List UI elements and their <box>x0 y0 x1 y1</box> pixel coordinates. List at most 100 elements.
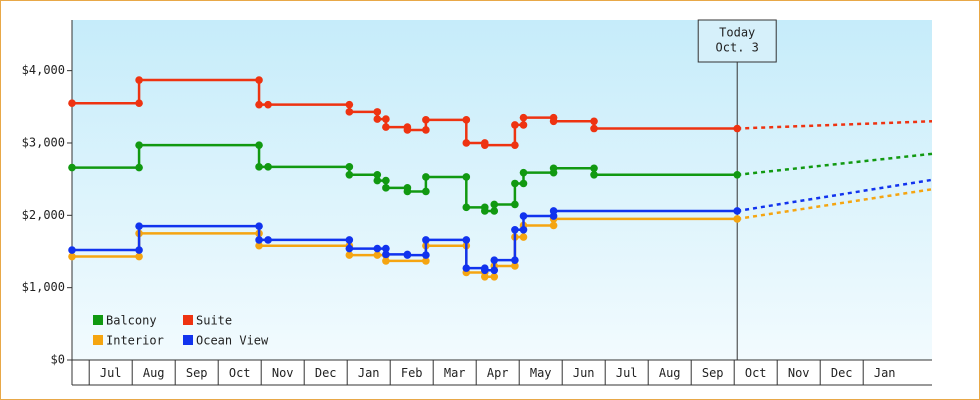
x-tick-label: Jul <box>100 366 122 380</box>
step-marker <box>373 171 382 179</box>
price-marker <box>382 250 390 259</box>
price-marker <box>733 207 742 215</box>
x-tick-label: Sep <box>702 366 724 380</box>
step-marker <box>519 179 528 188</box>
price-marker <box>68 163 76 172</box>
price-marker <box>382 184 390 192</box>
step-marker <box>255 141 263 149</box>
price-marker <box>733 171 742 179</box>
legend-swatch <box>93 335 103 345</box>
price-marker <box>68 246 76 254</box>
today-box <box>697 19 777 63</box>
x-tick-label: Dec <box>315 366 337 380</box>
price-marker <box>68 252 76 261</box>
legend-label: Balcony <box>106 314 157 328</box>
forecast-line <box>737 152 933 177</box>
step-marker <box>511 200 519 209</box>
x-tick-label: Mar <box>444 366 466 380</box>
step-marker <box>490 266 499 275</box>
step-marker <box>382 176 390 185</box>
price-marker <box>373 176 382 185</box>
forecast-line <box>737 178 933 213</box>
price-marker <box>382 123 390 131</box>
step-marker <box>373 108 382 116</box>
x-tick-label: Nov <box>272 366 294 380</box>
step-marker <box>490 273 499 281</box>
step-marker <box>382 115 390 123</box>
price-marker <box>590 124 598 133</box>
price-marker <box>462 203 471 212</box>
price-marker <box>481 207 489 215</box>
price-marker <box>481 141 489 149</box>
step-marker <box>345 163 354 171</box>
today-label: Today <box>719 26 755 40</box>
y-tick-label: $0 <box>51 353 65 367</box>
price-marker <box>462 139 471 147</box>
step-marker <box>422 257 430 265</box>
x-tick-label: Jan <box>358 366 380 380</box>
x-tick-label: Oct <box>229 366 251 380</box>
step-marker <box>511 262 519 270</box>
legend-swatch <box>183 315 193 325</box>
step-marker <box>135 252 143 261</box>
x-tick-label: Oct <box>745 366 767 380</box>
price-marker <box>481 266 489 275</box>
x-tick-label: Aug <box>659 366 681 380</box>
step-marker <box>511 256 519 264</box>
x-tick-label: Apr <box>487 366 509 380</box>
price-marker <box>264 236 272 244</box>
price-marker <box>481 273 489 281</box>
price-marker <box>345 108 354 116</box>
price-marker <box>373 251 382 259</box>
price-marker <box>511 225 519 234</box>
step-marker <box>255 222 263 230</box>
y-tick-label: $3,000 <box>22 135 65 149</box>
price-marker <box>549 164 558 173</box>
step-marker <box>549 221 558 230</box>
price-marker <box>255 241 263 250</box>
legend-label: Suite <box>196 314 232 328</box>
step-marker <box>255 76 263 84</box>
price-marker <box>255 236 263 244</box>
price-marker <box>345 251 354 259</box>
price-marker <box>422 173 430 181</box>
price-marker <box>490 256 499 264</box>
x-tick-label: Sep <box>186 366 208 380</box>
price-marker <box>490 200 499 209</box>
x-tick-label: Aug <box>143 366 165 380</box>
price-marker <box>135 222 143 230</box>
y-tick-label: $1,000 <box>22 280 65 294</box>
price-marker <box>382 257 390 265</box>
price-marker <box>733 124 742 133</box>
step-marker <box>422 187 430 196</box>
step-marker <box>462 116 471 124</box>
legend-swatch <box>93 315 103 325</box>
step-marker <box>345 100 354 109</box>
step-marker <box>135 246 143 254</box>
price-marker <box>511 121 519 129</box>
price-marker <box>403 187 412 196</box>
price-marker <box>519 168 528 177</box>
step-marker <box>511 141 519 149</box>
step-marker <box>519 121 528 129</box>
price-marker <box>462 264 471 272</box>
price-marker <box>422 116 430 124</box>
price-marker <box>345 171 354 179</box>
step-marker <box>345 236 354 244</box>
x-tick-label: Nov <box>788 366 810 380</box>
price-marker <box>373 244 382 253</box>
price-line <box>72 209 738 272</box>
price-marker <box>345 244 354 253</box>
legend-label: Interior <box>106 334 164 348</box>
step-marker <box>590 117 598 126</box>
step-marker <box>462 236 471 244</box>
price-marker <box>422 236 430 244</box>
price-marker <box>264 163 272 171</box>
x-tick-label: Dec <box>831 366 853 380</box>
x-tick-label: May <box>530 366 552 380</box>
x-tick-label: Jan <box>874 366 896 380</box>
step-marker <box>135 163 143 172</box>
step-marker <box>422 126 430 134</box>
x-tick-label: Jul <box>616 366 638 380</box>
